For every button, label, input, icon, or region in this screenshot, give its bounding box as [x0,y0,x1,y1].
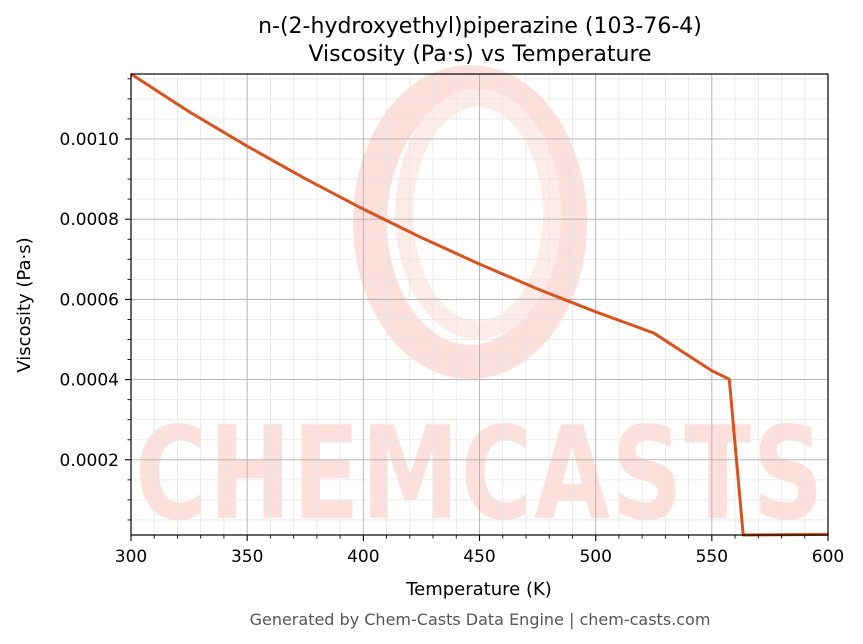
x-tick-label: 600 [812,547,844,567]
footer-credit: Generated by Chem-Casts Data Engine | ch… [250,610,711,629]
watermark-logo-swirl [353,65,587,379]
y-tick-label: 0.0006 [60,290,119,310]
x-tick-label: 450 [463,547,495,567]
y-tick-label: 0.0004 [60,371,119,391]
series-group [130,72,829,537]
y-tick-label: 0.0008 [60,210,119,230]
y-axis-label: Viscosity (Pa·s) [14,237,35,372]
x-axis-ticks: 300 350 400 450 500 550 600 [115,535,844,567]
watermark-text: CHEMCASTS [135,400,825,549]
x-tick-label: 350 [231,547,263,567]
x-tick-label: 400 [347,547,379,567]
y-axis-ticks: 0.0002 0.0004 0.0006 0.0008 0.0010 [60,78,131,521]
chart-title-line1: n-(2-hydroxyethyl)piperazine (103-76-4) [258,14,702,39]
y-tick-label: 0.0010 [60,130,119,150]
x-tick-label: 500 [579,547,611,567]
x-axis-label: Temperature (K) [405,579,552,600]
series-line-viscosity [130,72,829,537]
x-tick-label: 550 [696,547,728,567]
y-tick-label: 0.0002 [60,451,119,471]
chart-title-line2: Viscosity (Pa·s) vs Temperature [308,42,651,67]
x-tick-label: 300 [115,547,147,567]
chemcasts-watermark: CHEMCASTS [135,65,825,549]
